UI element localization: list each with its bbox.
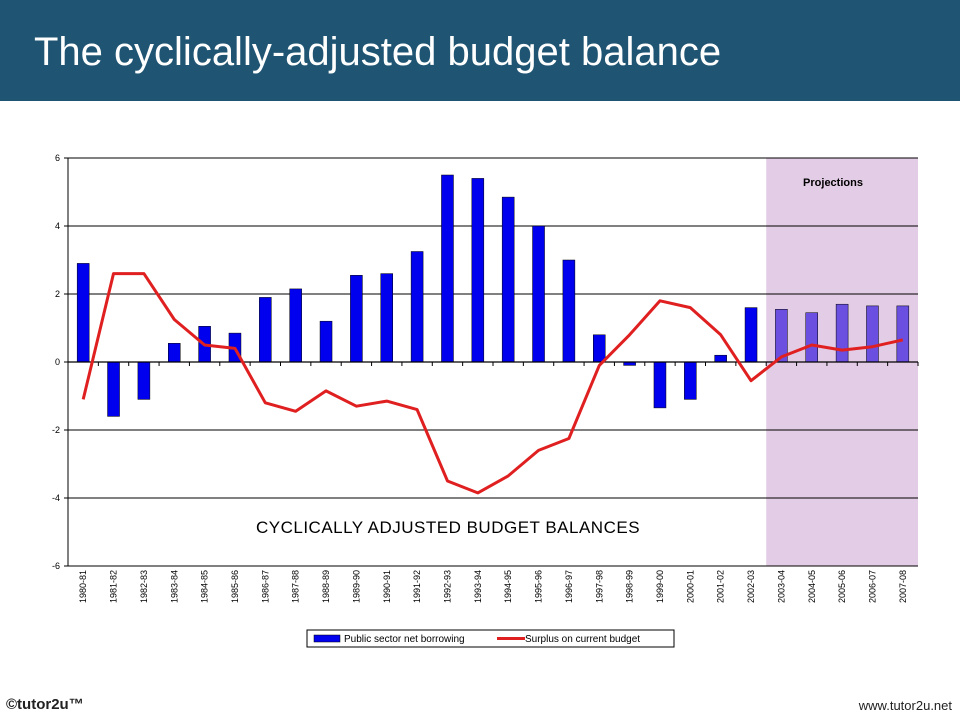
bar xyxy=(805,312,818,363)
page-title: The cyclically-adjusted budget balance xyxy=(34,30,722,74)
legend-swatch-borrowing xyxy=(313,634,341,643)
bar xyxy=(410,251,424,363)
legend-label-borrowing: Public sector net borrowing xyxy=(344,634,465,645)
title-bar: The cyclically-adjusted budget balance xyxy=(0,0,960,101)
bar xyxy=(532,225,545,363)
x-tick-label: 2004-05 xyxy=(807,570,817,603)
y-tick-label: -2 xyxy=(52,425,60,435)
y-tick-label: -6 xyxy=(52,561,60,571)
bar xyxy=(380,273,393,363)
bar xyxy=(259,297,272,363)
x-tick-label: 1993-94 xyxy=(473,570,483,603)
bar xyxy=(593,334,606,363)
x-tick-label: 2006-07 xyxy=(867,570,877,603)
bar xyxy=(471,178,485,363)
bar xyxy=(866,305,879,363)
x-tick-label: 2003-04 xyxy=(776,570,786,603)
line-series-surplus xyxy=(81,272,904,495)
footer-copyright: ©tutor2u™ xyxy=(6,696,84,713)
x-tick-label: 1998-99 xyxy=(625,570,635,603)
bar xyxy=(137,361,151,400)
x-tick-label: 2007-08 xyxy=(898,570,908,603)
x-tick-label: 1995-96 xyxy=(534,570,544,603)
bar xyxy=(835,303,849,363)
bar xyxy=(350,275,363,363)
bar xyxy=(441,174,454,363)
x-tick-label: 1981-82 xyxy=(109,570,119,603)
legend-label-surplus: Surplus on current budget xyxy=(525,634,640,645)
x-tick-label: 1996-97 xyxy=(564,570,574,603)
bar xyxy=(319,320,333,363)
y-tick-label: 6 xyxy=(55,153,60,163)
x-tick-label: 1994-95 xyxy=(503,570,513,603)
x-tick-label: 1990-91 xyxy=(382,570,392,603)
x-tick-label: 2001-02 xyxy=(716,570,726,603)
chart-title: CYCLICALLY ADJUSTED BUDGET BALANCES xyxy=(256,518,640,537)
y-tick-label: 0 xyxy=(55,357,60,367)
x-tick-label: 2005-06 xyxy=(837,570,847,603)
bar xyxy=(684,361,697,400)
x-tick-label: 1980-81 xyxy=(78,570,88,603)
x-tick-label: 2002-03 xyxy=(746,570,756,603)
x-tick-label: 1986-87 xyxy=(260,570,270,603)
footer-url[interactable]: www.tutor2u.net xyxy=(858,698,952,713)
legend-box xyxy=(306,629,675,648)
bar xyxy=(501,196,515,363)
y-tick-label: 2 xyxy=(55,289,60,299)
x-tick-label: 2000-01 xyxy=(685,570,695,603)
x-tick-label: 1999-00 xyxy=(655,570,665,603)
bar xyxy=(76,263,90,363)
bar xyxy=(714,354,727,363)
x-tick-label: 1982-83 xyxy=(139,570,149,603)
x-tick-label: 1985-86 xyxy=(230,570,240,603)
bar xyxy=(896,305,910,363)
x-tick-label: 1991-92 xyxy=(412,570,422,603)
chart: 6 4 2 0 -2 -4 -6 Projections CYCLICALLY ADJUSTED… xyxy=(52,153,919,648)
y-tick-label: 4 xyxy=(55,221,60,231)
x-tick-label: 1992-93 xyxy=(442,570,452,603)
bar xyxy=(653,361,667,409)
x-tick-label: 1989-90 xyxy=(351,570,361,603)
y-tick-label: -4 xyxy=(52,493,60,503)
bar xyxy=(744,307,758,363)
bar xyxy=(168,343,181,363)
projections-label: Projections xyxy=(803,177,863,189)
bar xyxy=(107,361,120,417)
x-tick-label: 1997-98 xyxy=(594,570,604,603)
x-tick-label: 1988-89 xyxy=(321,570,331,603)
x-tick-label: 1984-85 xyxy=(200,570,210,603)
bar xyxy=(562,259,576,363)
bar xyxy=(289,288,302,363)
x-tick-label: 1987-88 xyxy=(291,570,301,603)
x-tick-label: 1983-84 xyxy=(169,570,179,603)
